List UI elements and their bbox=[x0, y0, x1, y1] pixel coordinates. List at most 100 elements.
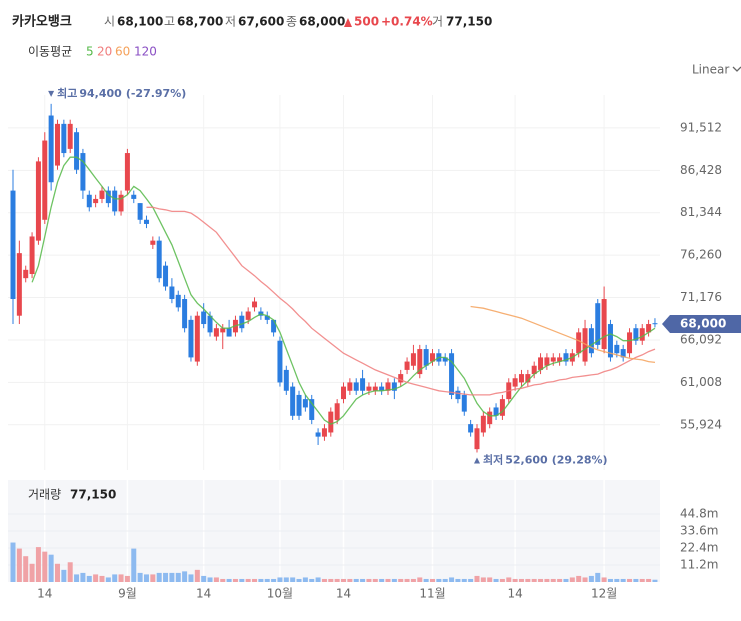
volume-bar bbox=[258, 578, 264, 582]
volume-bar bbox=[633, 578, 639, 582]
volume-bar bbox=[360, 578, 366, 582]
volume-bar bbox=[309, 578, 315, 582]
volume-tick-label: 22.4m bbox=[680, 541, 718, 555]
volume-last: 77,150 bbox=[70, 488, 116, 502]
candle-body bbox=[315, 432, 321, 437]
candle-body bbox=[23, 269, 29, 279]
volume-bar bbox=[118, 574, 124, 582]
annotation-value: 52,600 bbox=[505, 453, 548, 466]
volume-bar bbox=[506, 577, 512, 582]
scale-mode[interactable]: Linear bbox=[692, 63, 741, 77]
candle-body bbox=[544, 357, 550, 366]
volume-bar bbox=[544, 578, 550, 582]
volume-bar bbox=[525, 578, 531, 582]
volume-bar bbox=[156, 572, 162, 582]
candle-body bbox=[252, 301, 258, 308]
volume-bar bbox=[169, 572, 175, 582]
candle-body bbox=[264, 315, 270, 320]
volume-bar bbox=[35, 547, 41, 582]
annotation-label: 최고 bbox=[57, 86, 77, 100]
candle-body bbox=[627, 332, 633, 354]
volume-bar bbox=[99, 575, 105, 582]
candle-body bbox=[54, 123, 60, 166]
volume-bar bbox=[595, 572, 601, 582]
ma-legend-entry: 20 bbox=[97, 45, 112, 59]
volume-bar bbox=[423, 578, 429, 582]
price-tag-label: 68,000 bbox=[680, 317, 726, 331]
candle-body bbox=[461, 394, 467, 412]
candle-body bbox=[67, 123, 73, 149]
chevron[interactable] bbox=[732, 66, 741, 72]
candle-body bbox=[245, 311, 251, 320]
volume-bar bbox=[220, 578, 226, 582]
volume-bar bbox=[480, 577, 486, 582]
candle-body bbox=[99, 190, 105, 199]
change: 500 bbox=[354, 15, 379, 29]
candle-body bbox=[143, 219, 149, 224]
candle-body bbox=[341, 386, 347, 400]
candle-body bbox=[442, 357, 448, 362]
volume-bar bbox=[391, 578, 397, 582]
candle-body bbox=[74, 132, 80, 170]
candle-body bbox=[309, 399, 315, 420]
volume-bar bbox=[398, 578, 404, 582]
candle-body bbox=[379, 386, 385, 391]
field-value: 68,100 bbox=[117, 15, 163, 29]
change-pct: +0.74% bbox=[381, 15, 433, 29]
volume-bar bbox=[518, 578, 524, 582]
x-tick-label: 9월 bbox=[118, 587, 137, 601]
volume-bar bbox=[442, 578, 448, 582]
candle-body bbox=[334, 403, 340, 420]
volume-bar bbox=[569, 577, 575, 582]
volume-bar bbox=[10, 542, 16, 582]
volume-bar bbox=[42, 551, 48, 582]
volume-bar bbox=[239, 578, 245, 582]
volume-bar bbox=[385, 578, 391, 582]
candle-body bbox=[633, 328, 639, 341]
y-tick-label: 76,260 bbox=[680, 248, 722, 262]
candle-body bbox=[588, 328, 594, 354]
stock-name: 카카오뱅크 bbox=[12, 15, 72, 30]
candle-body bbox=[607, 324, 613, 358]
scale-mode-label[interactable]: Linear bbox=[692, 63, 729, 77]
candle-body bbox=[449, 353, 455, 395]
volume-bar bbox=[48, 554, 54, 582]
volume-bar bbox=[86, 575, 92, 582]
candle-body bbox=[283, 369, 289, 391]
candle-body bbox=[93, 198, 99, 204]
x-tick-label: 14 bbox=[336, 587, 351, 601]
candle-body bbox=[131, 194, 137, 199]
annotation: 최고 94,400 (-27.97%) bbox=[57, 86, 186, 100]
ma-legend-title: 이동평균 bbox=[28, 45, 72, 59]
y-tick-label: 91,512 bbox=[680, 120, 722, 134]
volume-bar bbox=[487, 577, 493, 582]
candle-body bbox=[372, 386, 378, 391]
candle-body bbox=[156, 240, 162, 279]
candle-body bbox=[112, 190, 118, 212]
volume-bar bbox=[550, 578, 556, 582]
volume-bar bbox=[417, 577, 423, 582]
candle-body bbox=[16, 253, 22, 316]
candle-body bbox=[404, 361, 410, 370]
annotation: 최저 52,600 (29.28%) bbox=[483, 452, 608, 466]
candle-body bbox=[620, 349, 626, 358]
candle-body bbox=[646, 324, 652, 333]
volume-bar bbox=[226, 578, 232, 582]
candle-body bbox=[410, 353, 416, 366]
ma-line bbox=[146, 206, 656, 396]
annotation-label: 최저 bbox=[483, 452, 503, 466]
field-value: 67,600 bbox=[238, 15, 284, 29]
volume-bar bbox=[207, 577, 213, 582]
candle-body bbox=[538, 357, 544, 370]
candle-body bbox=[118, 194, 124, 212]
candle-body bbox=[182, 299, 188, 329]
price-tag bbox=[662, 315, 741, 334]
x-tick-label: 11월 bbox=[419, 587, 445, 601]
candle-body bbox=[271, 319, 277, 333]
volume-bar bbox=[353, 578, 359, 582]
y-tick-label: 55,924 bbox=[680, 417, 722, 431]
volume-bar bbox=[201, 575, 207, 582]
field-value: 68,000 bbox=[299, 15, 345, 29]
x-tick-label: 14 bbox=[37, 587, 52, 601]
